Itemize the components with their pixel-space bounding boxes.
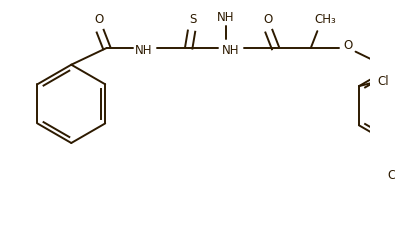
Text: CH₃: CH₃ <box>315 13 337 27</box>
Text: O: O <box>263 13 273 27</box>
Text: S: S <box>190 13 197 27</box>
Text: O: O <box>95 13 104 27</box>
Text: O: O <box>344 39 353 52</box>
Text: Cl: Cl <box>387 169 395 182</box>
Text: NH: NH <box>217 11 235 24</box>
Text: NH: NH <box>222 44 239 57</box>
Text: Cl: Cl <box>377 75 389 88</box>
Text: NH: NH <box>135 44 153 57</box>
